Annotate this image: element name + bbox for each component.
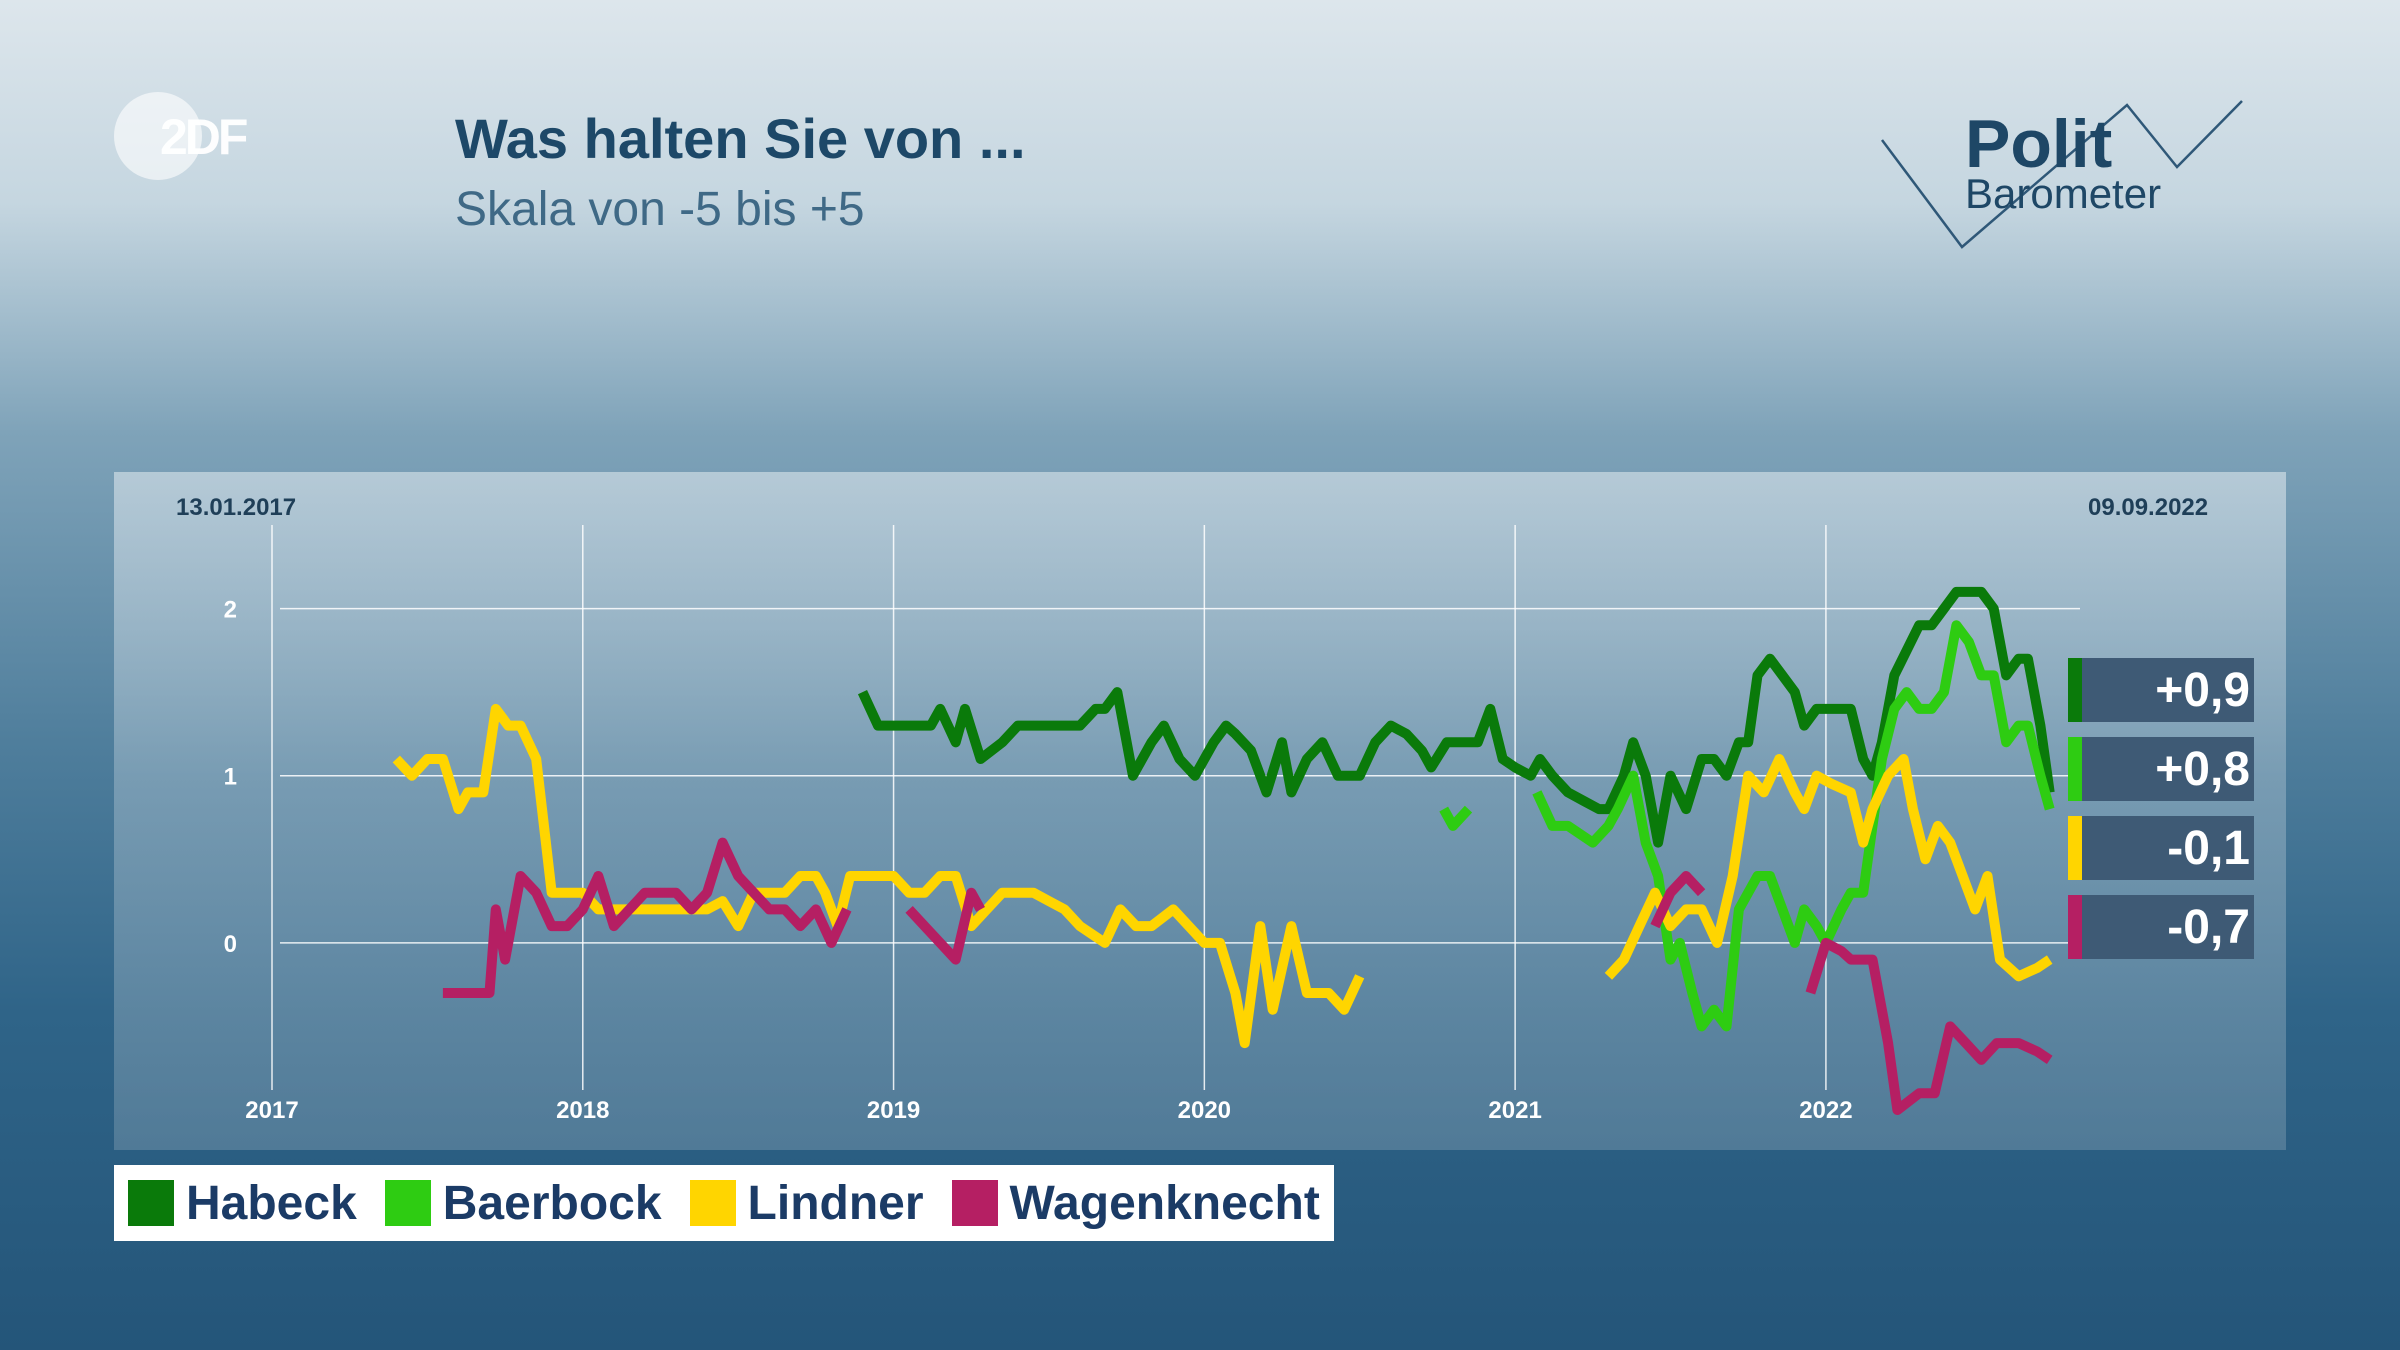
value-label-baerbock: +0,8	[2155, 743, 2250, 796]
x-tick-label-2018: 2018	[556, 1097, 609, 1124]
x-tick-label-2017: 2017	[245, 1097, 298, 1124]
chart-panel	[114, 472, 2286, 1150]
y-tick-label-1: 1	[224, 764, 237, 791]
value-box-lindner	[2068, 816, 2254, 880]
chart-subtitle: Skala von -5 bis +5	[455, 183, 865, 236]
zdf-logo: 2DF	[160, 109, 248, 165]
series-line-baerbock-1	[1439, 805, 1473, 831]
y-tick-label-0: 0	[224, 931, 237, 958]
x-tick-label-2022: 2022	[1799, 1097, 1852, 1124]
series-line-habeck-1	[857, 586, 2055, 848]
value-label-lindner: -0,1	[2167, 822, 2250, 875]
series-line-wagenknecht-4	[1805, 937, 2053, 1115]
legend-swatch-wagenknecht	[951, 1180, 998, 1226]
brand-barometer: Barometer	[1965, 170, 2162, 217]
series-line-baerbock-2	[1532, 620, 2055, 1032]
x-tick-label-2019: 2019	[867, 1097, 920, 1124]
legend-label-baerbock: Baerbock	[442, 1176, 662, 1230]
zdf-logo-circle	[114, 92, 202, 180]
legend-label-wagenknecht: Wagenknecht	[1009, 1176, 1320, 1230]
series-line-wagenknecht-3	[1650, 871, 1706, 929]
legend-item-wagenknecht: Wagenknecht	[951, 1176, 1320, 1231]
brand-polit: Polit	[1965, 106, 2113, 182]
value-box-stripe-lindner	[2068, 816, 2082, 880]
series-line-lindner-1	[392, 703, 1365, 1049]
value-box-habeck	[2068, 658, 2254, 722]
value-label-habeck: +0,9	[2155, 664, 2250, 717]
legend-item-habeck: Habeck	[128, 1176, 357, 1231]
legend-swatch-habeck	[128, 1180, 174, 1226]
legend-swatch-lindner	[689, 1180, 736, 1226]
legend-label-lindner: Lindner	[747, 1176, 924, 1230]
value-box-baerbock	[2068, 737, 2254, 801]
series-line-wagenknecht-2	[905, 887, 985, 965]
date-end-label: 09.09.2022	[2088, 494, 2209, 521]
series-line-lindner-2	[1604, 754, 2053, 982]
legend: Habeck Baerbock Lindner Wagenknecht	[114, 1165, 1334, 1241]
value-box-wagenknecht	[2068, 895, 2254, 959]
value-box-stripe-habeck	[2068, 658, 2082, 722]
value-box-stripe-wagenknecht	[2068, 895, 2082, 959]
series-line-wagenknecht-1	[442, 837, 852, 998]
date-start-label: 13.01.2017	[176, 494, 297, 521]
x-tick-label-2020: 2020	[1178, 1097, 1231, 1124]
legend-item-baerbock: Baerbock	[384, 1176, 662, 1231]
chart-title: Was halten Sie von ...	[455, 107, 1026, 170]
legend-item-lindner: Lindner	[689, 1176, 924, 1231]
value-box-stripe-baerbock	[2068, 737, 2082, 801]
y-tick-label-2: 2	[224, 597, 237, 624]
x-tick-label-2021: 2021	[1488, 1097, 1541, 1124]
politbarometer-zigzag-icon	[1880, 100, 2243, 249]
legend-swatch-baerbock	[384, 1180, 431, 1226]
value-label-wagenknecht: -0,7	[2167, 901, 2250, 954]
legend-label-habeck: Habeck	[186, 1176, 357, 1230]
